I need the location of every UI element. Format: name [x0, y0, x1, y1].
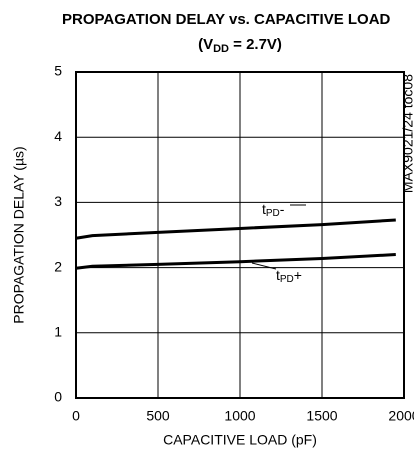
- y-tick-label: 1: [54, 324, 62, 340]
- y-tick-label: 0: [54, 389, 62, 405]
- curve-label-part: t: [276, 267, 280, 283]
- chart-subtitle: (VDD = 2.7V): [198, 36, 282, 55]
- curve-label: tPD+: [276, 267, 302, 285]
- x-tick-label: 500: [146, 408, 170, 424]
- curve-label-part: +: [294, 267, 302, 283]
- leader-line: [251, 262, 277, 270]
- x-tick-label: 2000: [388, 408, 414, 424]
- curve-label-part: -: [280, 201, 285, 217]
- x-axis-label: CAPACITIVE LOAD (pF): [163, 432, 317, 448]
- y-tick-label: 2: [54, 258, 62, 274]
- curve-label: tPD-: [262, 201, 285, 219]
- subtitle-part: DD: [213, 43, 229, 55]
- x-tick-label: 1000: [224, 408, 255, 424]
- x-tick-label: 1500: [306, 408, 337, 424]
- curve-label-part: PD: [280, 274, 294, 285]
- plot-frame: [75, 71, 405, 399]
- y-axis-label: PROPAGATION DELAY (µs): [11, 146, 27, 323]
- watermark: MAX9021/24 toc08: [400, 74, 414, 193]
- chart-title: PROPAGATION DELAY vs. CAPACITIVE LOAD: [62, 11, 391, 28]
- curve-label-part: PD: [266, 208, 280, 219]
- subtitle-part: (V: [198, 36, 213, 53]
- y-tick-label: 3: [54, 193, 62, 209]
- series-line: [75, 218, 396, 240]
- x-tick-label: 0: [72, 408, 80, 424]
- subtitle-part: = 2.7V): [229, 36, 282, 53]
- curve-label-part: t: [262, 201, 266, 217]
- y-tick-label: 5: [54, 63, 62, 79]
- series-line: [75, 253, 396, 270]
- y-tick-label: 4: [54, 128, 62, 144]
